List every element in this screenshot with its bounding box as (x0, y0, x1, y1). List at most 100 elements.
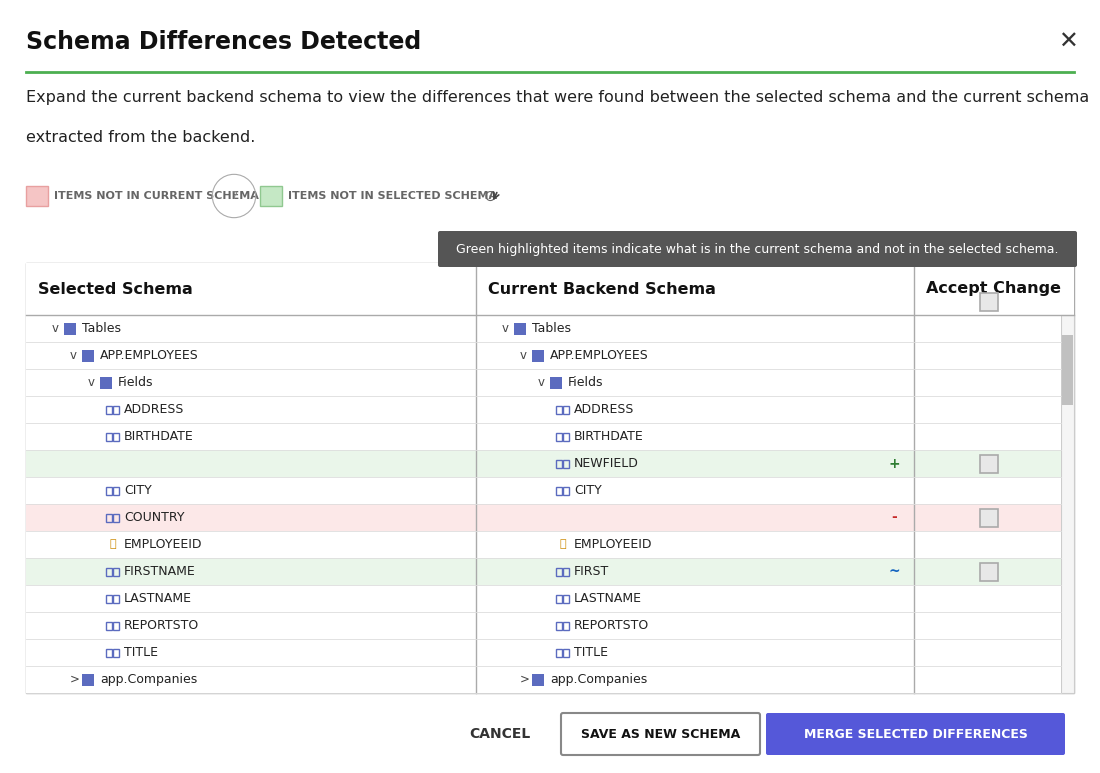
Bar (563, 594, 569, 602)
Text: LASTNAME: LASTNAME (124, 592, 192, 605)
Bar (556, 594, 562, 602)
Text: COUNTRY: COUNTRY (124, 511, 185, 524)
Bar (82, 358, 86, 362)
Bar (550, 385, 553, 389)
Bar (1062, 315, 1074, 693)
Bar (90, 354, 94, 357)
Bar (26, 639, 476, 666)
Bar (514, 323, 517, 326)
Bar (514, 331, 517, 335)
Bar (86, 682, 89, 686)
Bar (26, 315, 476, 342)
Bar (518, 331, 521, 335)
Text: REPORTSTO: REPORTSTO (574, 619, 649, 632)
Text: app.Companies: app.Companies (100, 673, 197, 686)
Bar (476, 396, 914, 423)
Bar (556, 486, 562, 495)
Text: Current Backend Schema: Current Backend Schema (488, 281, 716, 297)
Text: APP.EMPLOYEES: APP.EMPLOYEES (550, 349, 649, 362)
Text: Tables: Tables (532, 322, 571, 335)
Bar (72, 327, 76, 331)
Bar (540, 354, 543, 357)
Bar (86, 354, 89, 357)
Bar (558, 385, 561, 389)
Bar (563, 486, 569, 495)
Text: Schema Differences Detected: Schema Differences Detected (26, 30, 421, 54)
Text: v: v (538, 376, 544, 389)
Bar (64, 323, 67, 326)
Bar (106, 649, 112, 656)
Bar (113, 406, 119, 414)
Text: ITEMS NOT IN SELECTED SCHEMA: ITEMS NOT IN SELECTED SCHEMA (288, 191, 497, 201)
Bar (72, 331, 76, 335)
Bar (914, 558, 1062, 585)
Bar (82, 678, 86, 682)
Bar (72, 323, 76, 326)
Bar (113, 594, 119, 602)
Text: v: v (520, 349, 527, 362)
Bar (563, 567, 569, 576)
Bar (476, 639, 914, 666)
Text: FIRSTNAME: FIRSTNAME (124, 565, 196, 578)
Bar (532, 354, 536, 357)
Bar (518, 327, 521, 331)
Bar (556, 459, 562, 468)
Bar (476, 477, 914, 504)
Bar (108, 385, 111, 389)
Bar (82, 350, 86, 353)
Bar (90, 674, 94, 677)
Bar (522, 327, 526, 331)
Bar (550, 377, 553, 380)
Bar (914, 342, 1062, 369)
Text: LASTNAME: LASTNAME (574, 592, 642, 605)
Bar (64, 327, 67, 331)
Bar (86, 674, 89, 677)
Bar (26, 477, 476, 504)
Bar (68, 331, 72, 335)
Text: EMPLOYEEID: EMPLOYEEID (574, 538, 652, 551)
Text: MERGE SELECTED DIFFERENCES: MERGE SELECTED DIFFERENCES (804, 727, 1027, 741)
Bar (26, 666, 476, 693)
Bar (914, 477, 1062, 504)
Bar (26, 558, 476, 585)
Text: Green highlighted items indicate what is in the current schema and not in the se: Green highlighted items indicate what is… (456, 243, 1058, 256)
Bar (914, 369, 1062, 396)
Bar (476, 558, 914, 585)
Bar (532, 358, 536, 362)
Bar (82, 674, 86, 677)
Text: Fields: Fields (118, 376, 154, 389)
Bar (536, 358, 539, 362)
Bar (536, 350, 539, 353)
Bar (532, 350, 536, 353)
Text: SAVE AS NEW SCHEMA: SAVE AS NEW SCHEMA (581, 727, 740, 741)
Bar (980, 455, 998, 472)
Bar (26, 186, 48, 206)
Text: TITLE: TITLE (124, 646, 158, 659)
Bar (90, 350, 94, 353)
Text: CANCEL: CANCEL (470, 727, 530, 741)
Bar (26, 342, 476, 369)
Bar (26, 423, 476, 450)
Bar (106, 567, 112, 576)
Bar (914, 396, 1062, 423)
Bar (476, 450, 914, 477)
Bar (106, 486, 112, 495)
Bar (108, 381, 111, 384)
Bar (26, 612, 476, 639)
Bar (563, 621, 569, 629)
Bar (536, 674, 539, 677)
Text: app.Companies: app.Companies (550, 673, 647, 686)
Bar (558, 381, 561, 384)
Bar (26, 369, 476, 396)
Text: >: > (70, 673, 80, 686)
Bar (522, 323, 526, 326)
Bar (556, 649, 562, 656)
Bar (108, 377, 111, 380)
Text: Tables: Tables (82, 322, 121, 335)
Bar (556, 621, 562, 629)
Text: ⚿: ⚿ (560, 540, 566, 550)
Bar (90, 678, 94, 682)
Text: ADDRESS: ADDRESS (124, 403, 185, 416)
Bar (113, 621, 119, 629)
Bar (914, 612, 1062, 639)
